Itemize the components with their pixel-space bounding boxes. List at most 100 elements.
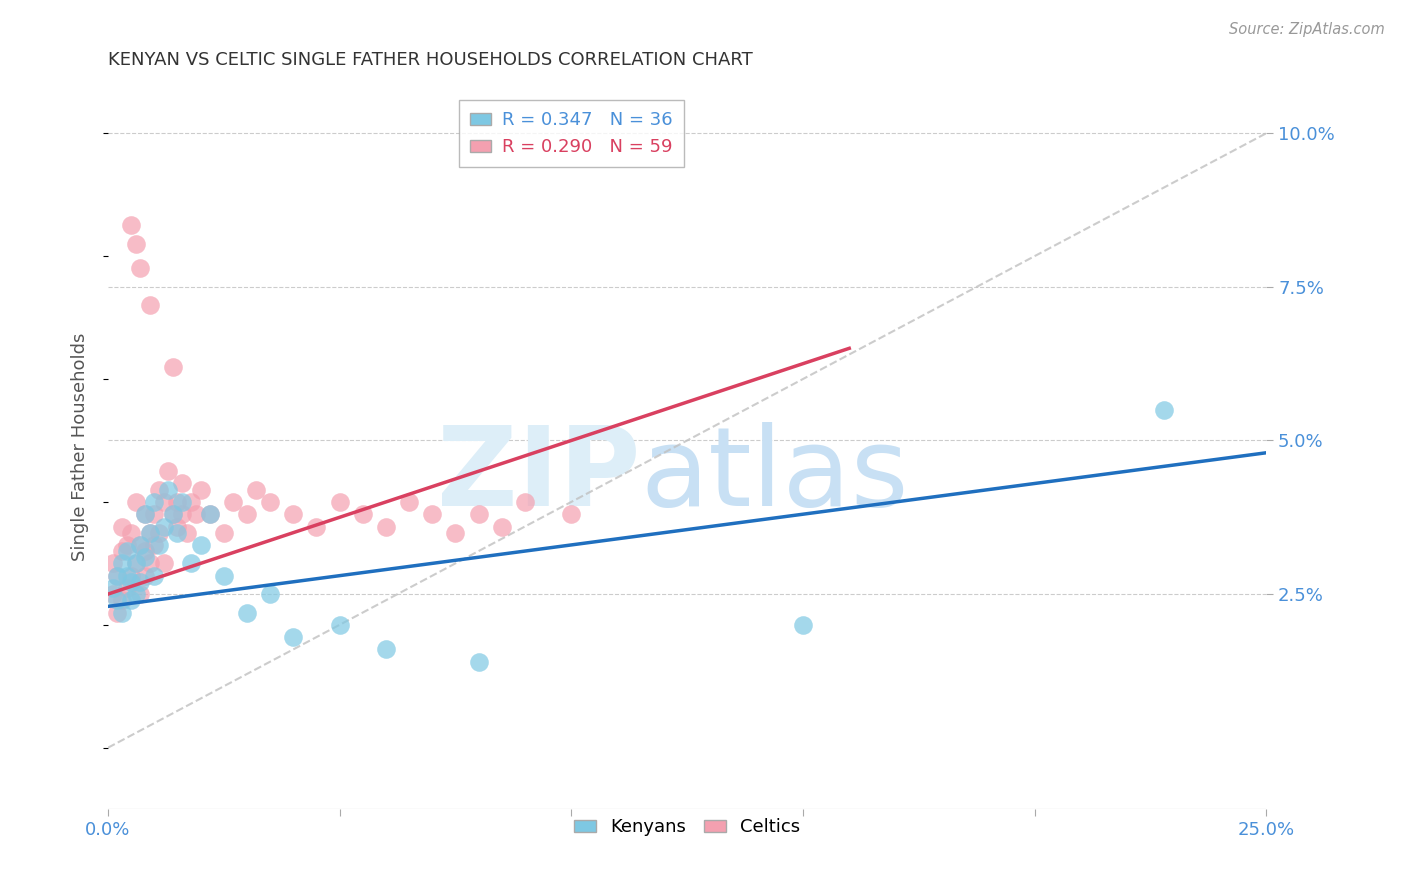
- Point: [162, 507, 184, 521]
- Point: [138, 298, 160, 312]
- Point: [152, 557, 174, 571]
- Point: [162, 359, 184, 374]
- Point: [1153, 402, 1175, 417]
- Point: [111, 606, 134, 620]
- Point: [283, 507, 305, 521]
- Point: [120, 219, 142, 233]
- Point: [143, 568, 166, 582]
- Point: [125, 236, 148, 251]
- Point: [129, 587, 152, 601]
- Point: [129, 538, 152, 552]
- Point: [166, 525, 188, 540]
- Point: [120, 593, 142, 607]
- Point: [125, 587, 148, 601]
- Point: [172, 476, 194, 491]
- Point: [148, 538, 170, 552]
- Point: [166, 519, 188, 533]
- Point: [184, 507, 207, 521]
- Point: [115, 544, 138, 558]
- Point: [190, 483, 212, 497]
- Point: [115, 568, 138, 582]
- Point: [172, 507, 194, 521]
- Point: [125, 495, 148, 509]
- Point: [259, 587, 281, 601]
- Point: [120, 568, 142, 582]
- Point: [134, 544, 156, 558]
- Point: [352, 507, 374, 521]
- Point: [134, 568, 156, 582]
- Text: Source: ZipAtlas.com: Source: ZipAtlas.com: [1229, 22, 1385, 37]
- Point: [444, 525, 467, 540]
- Point: [111, 519, 134, 533]
- Point: [162, 507, 184, 521]
- Point: [166, 495, 188, 509]
- Point: [329, 495, 352, 509]
- Point: [111, 544, 134, 558]
- Point: [180, 495, 202, 509]
- Y-axis label: Single Father Households: Single Father Households: [72, 333, 89, 561]
- Point: [245, 483, 267, 497]
- Point: [792, 617, 814, 632]
- Point: [125, 557, 148, 571]
- Point: [513, 495, 536, 509]
- Point: [152, 495, 174, 509]
- Point: [467, 507, 489, 521]
- Point: [143, 507, 166, 521]
- Point: [138, 525, 160, 540]
- Point: [305, 519, 328, 533]
- Point: [101, 581, 124, 595]
- Point: [148, 483, 170, 497]
- Point: [111, 593, 134, 607]
- Point: [134, 507, 156, 521]
- Point: [105, 606, 128, 620]
- Point: [157, 464, 180, 478]
- Text: ZIP: ZIP: [437, 422, 641, 529]
- Point: [420, 507, 443, 521]
- Point: [129, 574, 152, 589]
- Point: [143, 495, 166, 509]
- Point: [148, 525, 170, 540]
- Point: [560, 507, 582, 521]
- Point: [101, 587, 124, 601]
- Point: [212, 525, 235, 540]
- Point: [176, 525, 198, 540]
- Point: [180, 557, 202, 571]
- Point: [120, 574, 142, 589]
- Point: [236, 507, 259, 521]
- Point: [212, 568, 235, 582]
- Point: [375, 642, 398, 657]
- Point: [115, 581, 138, 595]
- Point: [134, 507, 156, 521]
- Point: [125, 557, 148, 571]
- Point: [283, 630, 305, 644]
- Point: [190, 538, 212, 552]
- Text: KENYAN VS CELTIC SINGLE FATHER HOUSEHOLDS CORRELATION CHART: KENYAN VS CELTIC SINGLE FATHER HOUSEHOLD…: [108, 51, 752, 69]
- Point: [138, 525, 160, 540]
- Point: [236, 606, 259, 620]
- Legend: Kenyans, Celtics: Kenyans, Celtics: [567, 811, 807, 844]
- Point: [138, 557, 160, 571]
- Point: [491, 519, 513, 533]
- Point: [198, 507, 221, 521]
- Point: [129, 538, 152, 552]
- Point: [222, 495, 245, 509]
- Point: [143, 538, 166, 552]
- Point: [398, 495, 420, 509]
- Text: atlas: atlas: [641, 422, 910, 529]
- Point: [329, 617, 352, 632]
- Point: [101, 557, 124, 571]
- Point: [129, 261, 152, 276]
- Point: [105, 593, 128, 607]
- Point: [157, 483, 180, 497]
- Point: [105, 568, 128, 582]
- Point: [105, 568, 128, 582]
- Point: [172, 495, 194, 509]
- Point: [134, 550, 156, 565]
- Point: [467, 655, 489, 669]
- Point: [111, 557, 134, 571]
- Point: [375, 519, 398, 533]
- Point: [152, 519, 174, 533]
- Point: [259, 495, 281, 509]
- Point: [198, 507, 221, 521]
- Point: [120, 525, 142, 540]
